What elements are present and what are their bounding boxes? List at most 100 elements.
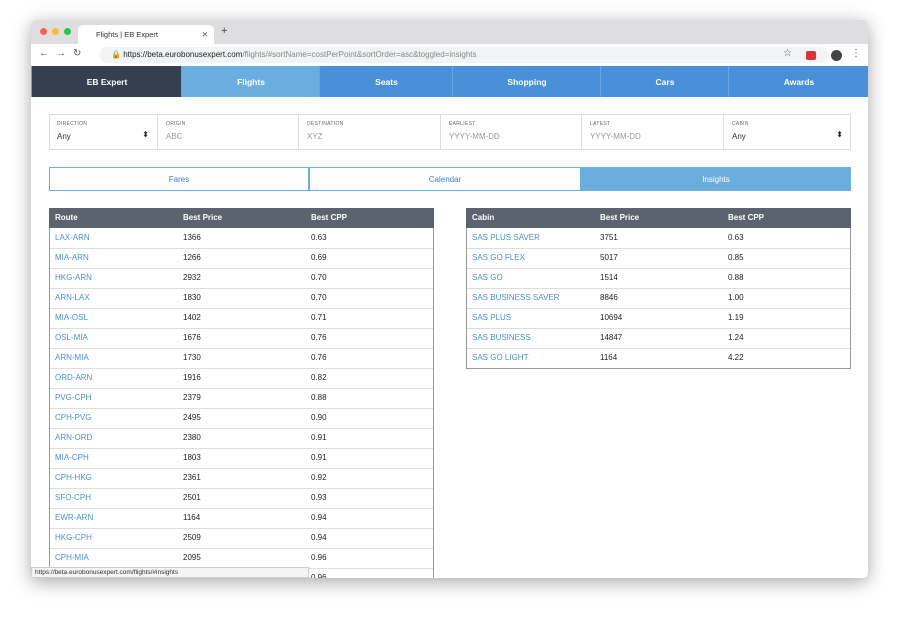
row-link[interactable]: CPH-PVG	[55, 413, 92, 422]
column-header: Route	[55, 208, 78, 228]
extension-icon[interactable]	[806, 51, 816, 60]
row-link[interactable]: EWR-ARN	[55, 513, 94, 522]
view-tab[interactable]: Fares	[49, 167, 309, 191]
row-link[interactable]: PVG-CPH	[55, 393, 92, 402]
table-header	[49, 208, 434, 228]
cell: 1.19	[728, 313, 744, 322]
row-link[interactable]: ARN-ORD	[55, 433, 93, 442]
menu[interactable]: ⋮	[851, 48, 861, 59]
browser-tab[interactable]: Flights | EB Expert ✕	[78, 25, 214, 44]
cell: 3751	[600, 233, 618, 242]
filter-field[interactable]: ORIGIN ABC	[157, 114, 298, 150]
row-link[interactable]: SAS PLUS	[472, 313, 512, 322]
row-divider	[467, 348, 850, 349]
filter-value: YYYY-MM-DD	[590, 132, 641, 141]
cell: 1514	[600, 273, 618, 282]
row-divider	[50, 428, 433, 429]
tab-title: Flights | EB Expert	[96, 30, 158, 39]
row-link[interactable]: HKG-ARN	[55, 273, 92, 282]
row-link[interactable]: ARN-MIA	[55, 353, 89, 362]
new-tab[interactable]: +	[221, 25, 228, 37]
nav-item[interactable]: EB Expert	[31, 66, 182, 97]
row-link[interactable]: SAS GO FLEX	[472, 253, 525, 262]
filter-field[interactable]: CABIN ⬍ Any	[723, 114, 851, 150]
cell: 8846	[600, 293, 618, 302]
cell: 0.82	[311, 373, 327, 382]
cell: 0.91	[311, 453, 327, 462]
filter-label: CABIN	[732, 121, 749, 127]
row-divider	[50, 448, 433, 449]
cell: 0.70	[311, 273, 327, 282]
row-link[interactable]: SAS BUSINESS	[472, 333, 531, 342]
row-link[interactable]: SAS PLUS SAVER	[472, 233, 540, 242]
cell: 0.71	[311, 313, 327, 322]
cell: 0.63	[311, 233, 327, 242]
row-link[interactable]: ARN-LAX	[55, 293, 90, 302]
nav-item[interactable]: Flights	[181, 66, 320, 97]
cell: 1402	[183, 313, 201, 322]
row-link[interactable]: SAS GO LIGHT	[472, 353, 529, 362]
filter-box	[49, 114, 851, 150]
profile-avatar[interactable]	[831, 50, 842, 61]
row-link[interactable]: LAX-ARN	[55, 233, 90, 242]
cell: 1803	[183, 453, 201, 462]
row-link[interactable]: HKG-CPH	[55, 533, 92, 542]
bookmark-star[interactable]: ☆	[783, 48, 792, 59]
column-header: Cabin	[472, 208, 495, 228]
status-url: https://beta.eurobonusexpert.com/flights…	[35, 569, 179, 576]
nav-buttons[interactable]: ←→↻	[39, 48, 89, 59]
table	[49, 208, 434, 578]
cell: 0.76	[311, 333, 327, 342]
nav-item[interactable]: Shopping	[452, 66, 601, 97]
row-link[interactable]: SAS GO	[472, 273, 503, 282]
cell: 1164	[183, 513, 201, 522]
nav-item[interactable]: Cars	[600, 66, 729, 97]
filter-field[interactable]: LATEST YYYY-MM-DD	[581, 114, 723, 150]
cell: 2380	[183, 433, 201, 442]
cell: 14847	[600, 333, 623, 342]
row-link[interactable]: SFO-CPH	[55, 493, 91, 502]
filter-field[interactable]: DIRECTION ⬍ Any	[49, 114, 157, 150]
filter-field[interactable]: EARLIEST YYYY-MM-DD	[440, 114, 581, 150]
filter-label: EARLIEST	[449, 121, 476, 127]
row-divider	[50, 408, 433, 409]
row-link[interactable]: ORD-ARN	[55, 373, 93, 382]
row-link[interactable]: CPH-MIA	[55, 553, 89, 562]
row-link[interactable]: SAS BUSINESS SAVER	[472, 293, 560, 302]
row-link[interactable]: MIA-CPH	[55, 453, 89, 462]
cell: 0.91	[311, 433, 327, 442]
nav-item[interactable]: Awards	[728, 66, 868, 97]
row-divider	[50, 268, 433, 269]
zoom-button[interactable]	[64, 28, 71, 35]
cell: 0.96	[311, 553, 327, 562]
select-arrow: ⬍	[142, 130, 149, 139]
url-host: https://beta.eurobonusexpert.com	[123, 50, 243, 59]
cell: 2495	[183, 413, 201, 422]
minimize-button[interactable]	[52, 28, 59, 35]
select-arrow: ⬍	[836, 130, 843, 139]
row-link[interactable]: CPH-HKG	[55, 473, 92, 482]
cell: 2501	[183, 493, 201, 502]
cell: 0.70	[311, 293, 327, 302]
cell: 0.92	[311, 473, 327, 482]
cell: 0.96	[311, 573, 327, 578]
view-tab[interactable]: Insights	[581, 167, 851, 191]
row-link[interactable]: MIA-OSL	[55, 313, 88, 322]
cell: 4.22	[728, 353, 744, 362]
cell: 2932	[183, 273, 201, 282]
row-link[interactable]: MIA-ARN	[55, 253, 89, 262]
cell: 1830	[183, 293, 201, 302]
cell: 2361	[183, 473, 201, 482]
address-bar[interactable]: 🔒 https://beta.eurobonusexpert.com/fligh…	[99, 47, 829, 63]
nav-item[interactable]: Seats	[319, 66, 453, 97]
row-divider	[50, 248, 433, 249]
close-button[interactable]	[40, 28, 47, 35]
row-link[interactable]: OSL-MIA	[55, 333, 88, 342]
cell: 1.00	[728, 293, 744, 302]
row-divider	[50, 508, 433, 509]
row-divider	[467, 308, 850, 309]
filter-label: DIRECTION	[57, 121, 88, 127]
table-header	[466, 208, 851, 228]
filter-field[interactable]: DESTINATION XYZ	[298, 114, 440, 150]
view-tab[interactable]: Calendar	[309, 167, 581, 191]
